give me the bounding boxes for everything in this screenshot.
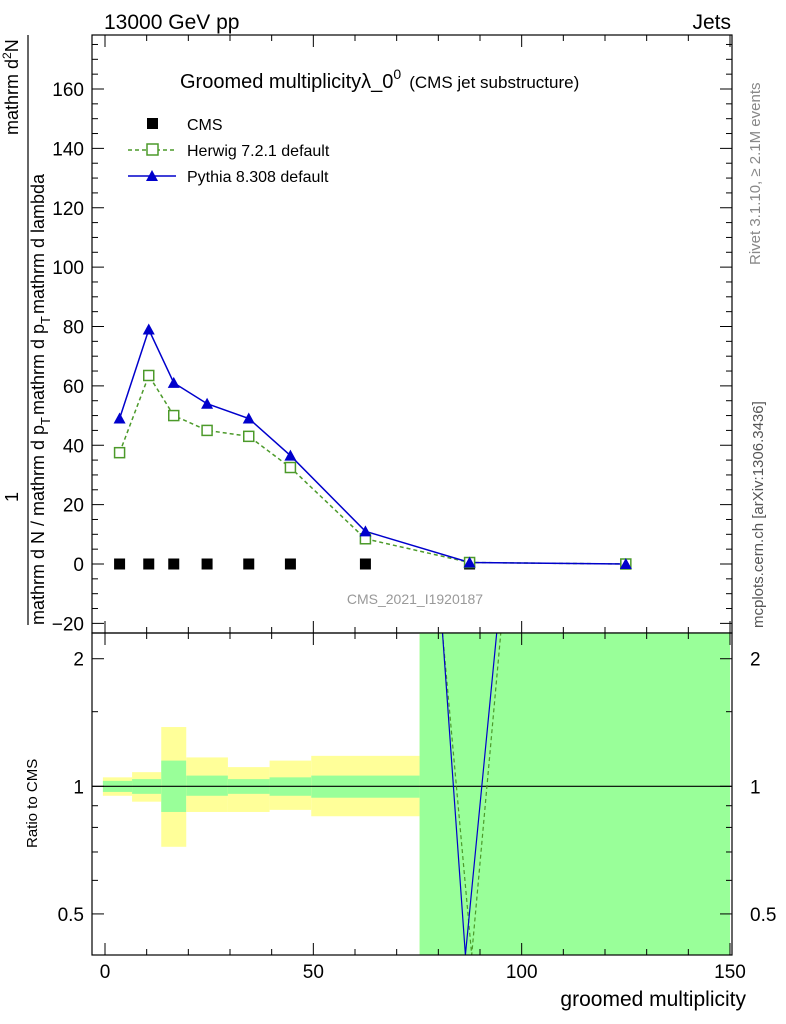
legend-label-herwig: Herwig 7.2.1 default [187, 143, 330, 160]
header-right: Jets [692, 11, 731, 34]
data-point-herwig [143, 369, 155, 382]
band-stat [186, 775, 228, 796]
data-point-pythia [619, 558, 632, 569]
y-tick-label: 160 [52, 80, 84, 101]
ylabel-den: mathrm d N / mathrm d pTmathrm d pTmathr… [28, 173, 53, 625]
data-point-pythia [167, 376, 180, 388]
data-point-herwig [113, 446, 126, 459]
ylabel-den-tail: mathrm d lambda [28, 173, 48, 314]
legend-label-cms: CMS [187, 117, 223, 134]
ratio-y-label: Ratio to CMS [24, 759, 41, 848]
ylabel-frac-num: 1 [2, 492, 22, 502]
data-point-cms [201, 558, 213, 570]
data-point-herwig [243, 430, 255, 443]
y-tick-label: −20 [52, 614, 84, 635]
ratio-y-tick-label-right: 0.5 [750, 905, 776, 926]
ylabel-den-b: mathrm d p [28, 324, 48, 415]
side-label-mcplots: mcplots.cern.ch [arXiv:1306.3436] [750, 401, 767, 628]
ratio-y-tick-label: 1 [73, 777, 84, 798]
data-point-cms [284, 558, 296, 570]
data-point-cms [168, 558, 180, 570]
ylabel-den-a: mathrm d N / mathrm d p [28, 425, 48, 625]
ratio-y-tick-label: 2 [73, 650, 84, 671]
band-stat [419, 633, 730, 955]
x-tick-label: 150 [714, 962, 746, 983]
data-point-pythia [359, 525, 372, 537]
legend-marker-herwig [146, 143, 159, 156]
bottom-panel-frame [91, 632, 733, 956]
y-tick-label: 80 [63, 318, 84, 339]
data-point-pythia [463, 556, 476, 568]
data-point-herwig [168, 409, 180, 422]
y-tick-label: 20 [63, 496, 84, 517]
ylabel-rhs-num-sup: 2 [0, 52, 14, 59]
plot-title-suffix: (CMS jet substructure) [409, 73, 579, 92]
ratio-y-tick-label-right: 1 [750, 777, 761, 798]
y-tick-label: 0 [73, 555, 84, 576]
legend: CMS Herwig 7.2.1 default Pythia 8.308 de… [128, 117, 330, 186]
y-tick-label: 120 [52, 199, 84, 220]
data-point-cms [359, 558, 371, 570]
y-tick-label: 140 [52, 139, 84, 160]
plot-title-main: Groomed multiplicityλ_0 [180, 71, 393, 93]
x-tick-label: 100 [506, 962, 538, 983]
legend-marker-pythia [146, 170, 158, 181]
y-tick-label: 100 [52, 258, 84, 279]
x-tick-label: 50 [303, 962, 324, 983]
y-tick-label: 60 [63, 377, 84, 398]
x-axis-label: groomed multiplicity [560, 988, 746, 1011]
watermark: CMS_2021_I1920187 [347, 591, 483, 607]
plot-title-sup: 0 [393, 66, 401, 82]
ratio-y-tick-label: 0.5 [58, 905, 84, 926]
data-point-pythia [113, 412, 126, 424]
ylabel-rhs-num-N: N [2, 39, 22, 52]
data-point-cms [143, 558, 155, 570]
bottom-axes: 0.5 0.5 1 1 2 2 0 50 100 150 [58, 633, 776, 983]
data-point-herwig [201, 424, 213, 437]
data-point-cms [243, 558, 255, 570]
data-point-pythia [201, 397, 214, 409]
ylabel-den-sub2: T [38, 316, 53, 324]
legend-label-pythia: Pythia 8.308 default [187, 169, 329, 186]
data-point-pythia [142, 323, 155, 335]
ratio-y-tick-label-right: 2 [750, 650, 761, 671]
data-point-pythia [242, 412, 255, 424]
series-line [118, 327, 626, 565]
data-point-pythia [284, 449, 297, 461]
series-line [118, 373, 626, 565]
top-plot-area [113, 323, 632, 570]
x-tick-label: 0 [100, 962, 111, 983]
plot-title: Groomed multiplicityλ_00 (CMS jet substru… [180, 66, 579, 93]
ratio-bands [102, 633, 730, 955]
legend-marker-cms [147, 118, 158, 129]
data-point-herwig [284, 461, 297, 474]
header-left: 13000 GeV pp [104, 11, 239, 34]
ylabel-rhs-num-a: mathrm d [2, 59, 22, 135]
top-y-axis: −20 0 20 40 60 80 100 120 140 160 [52, 35, 732, 635]
y-tick-label: 40 [63, 436, 84, 457]
side-label-rivet: Rivet 3.1.10, ≥ 2.1M events [747, 83, 764, 266]
ylabel-rhs-num: mathrm d2N [0, 39, 22, 135]
data-point-cms [114, 558, 126, 570]
top-y-axis-label: 1 mathrm d N / mathrm d pTmathrm d pTmat… [0, 35, 53, 625]
ylabel-den-sub: T [38, 417, 53, 425]
